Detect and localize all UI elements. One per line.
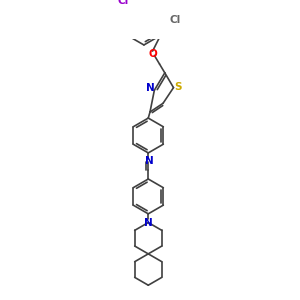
Text: O: O bbox=[148, 49, 157, 59]
Text: Cl: Cl bbox=[170, 15, 181, 25]
Text: N: N bbox=[146, 83, 155, 94]
Text: S: S bbox=[174, 82, 182, 92]
Text: Cl: Cl bbox=[117, 0, 129, 6]
Text: N: N bbox=[144, 218, 153, 227]
Text: N: N bbox=[145, 156, 154, 166]
